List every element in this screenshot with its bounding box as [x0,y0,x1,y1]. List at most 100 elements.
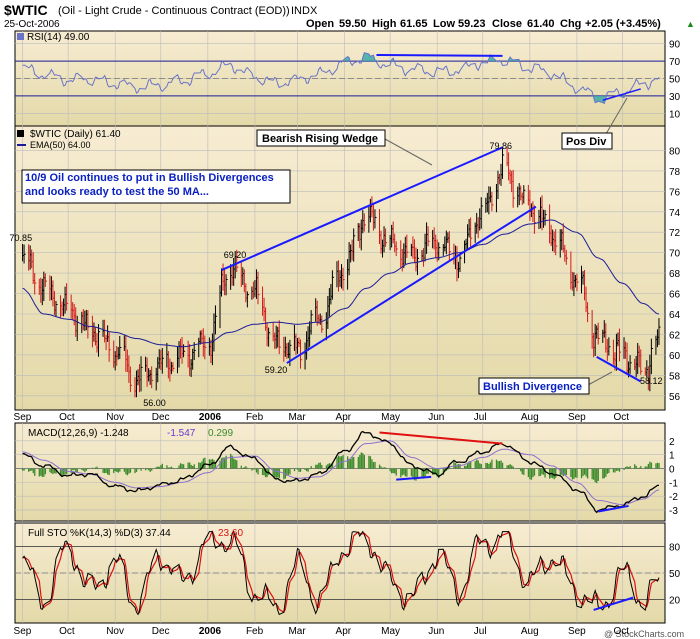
macd-histogram-bar [305,468,308,472]
rsi-title: RSI(14) 49.00 [27,32,90,43]
panel-titles: RSI(14) 49.00 $WTIC (Daily) 61.40 EMA(50… [17,32,243,539]
macd-histogram-bar [278,468,280,479]
macd-histogram-bar [129,468,132,473]
macd-histogram-bar [325,465,328,469]
low-value: 59.23 [458,18,486,30]
price-y-tick-label: 56 [669,392,681,403]
macd-histogram-bar [593,468,595,480]
macd-histogram-bar [315,464,317,469]
macd-histogram-bar [573,468,575,479]
macd-histogram-bar [656,462,659,469]
price-y-tick-label: 66 [669,290,681,301]
macd-histogram-bar [318,462,320,469]
macd-histogram-bar [383,467,385,469]
x-tick-label: Jun [428,412,444,423]
macd-histogram-bar [348,458,350,469]
sto-d-line [22,530,660,614]
macd-y-tick-label: 2 [669,437,675,448]
macd-histogram-bar [571,468,574,480]
macd-y-tick-label: -1 [669,478,678,489]
x-tick-label: Mar [288,412,306,423]
posdiv-callout-pointer [605,97,628,135]
chart-header: $WTIC (Oil - Light Crude - Continuous Co… [4,2,695,639]
macd-histogram-bar [527,468,530,478]
x-tick-label: Oct [59,412,75,423]
macd-histogram-bar [62,468,65,475]
macd-histogram-bar [91,467,94,469]
rsi-y-tick-label: 70 [669,57,681,68]
close-label: Close [492,18,522,30]
macd-series-group [21,430,660,514]
macd-histogram-bar [245,466,247,469]
macd-histogram-bar [28,468,30,472]
macd-histogram-bar [615,468,618,471]
macd-histogram-bar [213,460,215,469]
macd-histogram-bar [353,456,355,469]
macd-histogram-bar [251,468,253,471]
macd-histogram-bar [498,460,501,469]
macd-histogram-bar [485,462,487,469]
macd-histogram-bar [53,468,56,474]
macd-histogram-bar [137,468,139,470]
macd-histogram-bar [624,467,627,469]
macd-histogram-bar [84,468,86,473]
macd-histogram-bar [222,457,224,469]
macd-line [22,430,659,514]
macd-histogram-bar [34,468,36,476]
macd-histogram-bar [23,468,25,471]
price-legend-label: $WTIC (Daily) 61.40 [30,129,121,140]
macd-histogram-bar [529,468,531,480]
macd-histogram-bar [296,468,299,470]
macd-histogram-bar [394,468,396,474]
macd-histogram-bar [597,468,599,481]
macd-histogram-bar [530,468,533,480]
macd-histogram-bar [406,468,408,477]
macd-histogram-bar [559,468,561,475]
macd-histogram-bar [539,468,542,476]
macd-histogram-bar [119,468,121,472]
price-y-tick-label: 78 [669,167,681,178]
rsi-y-tick-label: 30 [669,92,681,103]
macd-histogram-bar [591,468,593,480]
bulldiv-callout-box [478,377,590,395]
macd-histogram-bar [497,461,499,469]
macd-histogram-bar [169,467,171,469]
bulldiv-callout-pointer [587,371,613,386]
macd-histogram-bar [603,468,605,479]
macd-histogram-bar [223,457,226,469]
macd-histogram-bar [135,468,138,472]
price-y-tick-label: 72 [669,228,681,239]
macd-histogram-bar [644,466,646,469]
macd-histogram-bar [389,468,391,472]
x-tick-label: Sep [14,412,32,423]
pos-div-label: Pos Div [566,136,607,148]
macd-histogram-bar [148,468,150,471]
macd-histogram-bar [102,468,104,473]
macd-y-tick-label: -3 [669,506,678,517]
price-callout-label: 56.00 [143,398,166,408]
macd-histogram-bar [181,463,183,469]
macd-y-tick-label: 1 [669,451,675,462]
macd-histogram-bar [29,468,31,472]
macd-histogram-bar [128,468,130,474]
macd-histogram-bar [234,459,236,469]
macd-histogram-bar [73,468,75,470]
macd-histogram-bar [369,456,372,469]
macd-histogram-bar [638,467,640,469]
macd-histogram-bar [371,459,373,469]
macd-histogram-bar [533,468,536,476]
macd-histogram-bar [521,468,523,475]
macd-histogram-bar [327,464,329,469]
macd-histogram-bar [117,468,119,473]
ema-legend-label: EMA(50) 64.00 [30,140,91,150]
macd-histogram-bar [182,464,185,469]
sto-d-legend-label: 23.60 [218,528,243,539]
description: (Oil - Light Crude - Continuous Contract… [58,5,290,17]
macd-histogram-bar [179,463,182,469]
wedge-callout-box [256,129,386,147]
macd-histogram-bar [404,468,407,477]
macd-histogram-bar [466,462,469,469]
macd-histogram-bar [650,462,653,469]
macd-histogram-bar [298,468,300,472]
macd-histogram-bar [208,459,211,469]
